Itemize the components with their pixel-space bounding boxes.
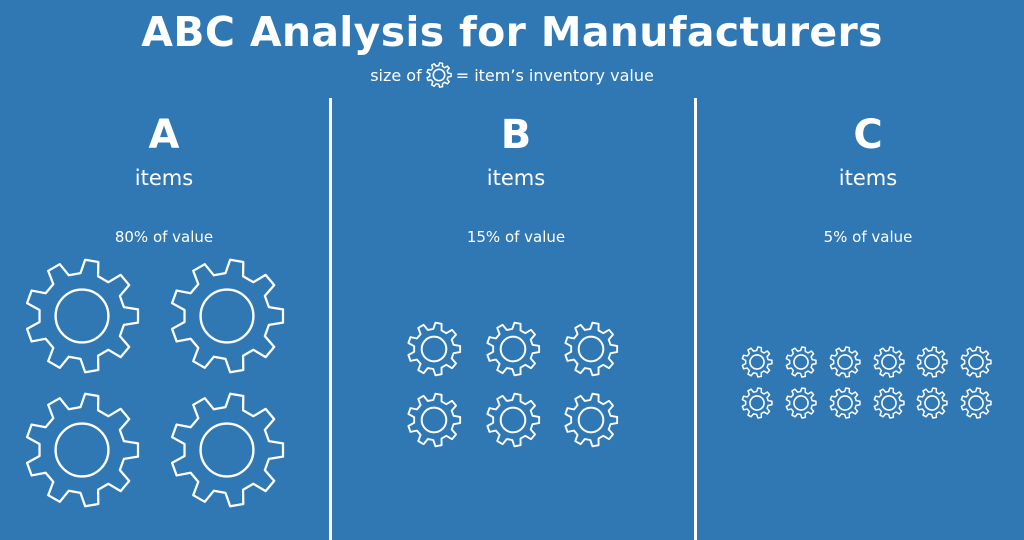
- gear-icon: [785, 387, 817, 419]
- column-b-letter: B: [500, 112, 532, 158]
- column-divider-left: [329, 98, 332, 540]
- gear-icon: [829, 387, 861, 419]
- column-a-value-label: 80% of value: [114, 228, 214, 246]
- gear-icon: [426, 62, 452, 88]
- gear-icon: [486, 321, 541, 377]
- subtitle: size of = item’s inventory value: [0, 62, 1024, 88]
- gear-icon: [170, 258, 285, 374]
- column-b-value-label: 15% of value: [466, 228, 566, 246]
- gear-icon: [25, 392, 140, 508]
- gear-icon: [960, 387, 992, 419]
- gear-icon: [407, 321, 462, 377]
- column-a-items-label: items: [134, 166, 194, 190]
- gear-icon: [873, 346, 905, 378]
- gear-icon: [564, 392, 619, 448]
- page-title: ABC Analysis for Manufacturers: [141, 8, 883, 56]
- column-c-value-label: 5% of value: [823, 228, 913, 246]
- gear-icon: [25, 258, 140, 374]
- gear-icon: [916, 346, 948, 378]
- gear-icon: [785, 346, 817, 378]
- gear-icon: [741, 387, 773, 419]
- column-divider-right: [694, 98, 697, 540]
- gear-icon: [407, 392, 462, 448]
- subtitle-suffix: = item’s inventory value: [455, 65, 654, 85]
- column-c-letter: C: [853, 112, 883, 158]
- gear-icon: [916, 387, 948, 419]
- gear-icon: [873, 387, 905, 419]
- column-b-items-label: items: [486, 166, 546, 190]
- column-a-letter: A: [148, 112, 180, 158]
- gear-icon: [564, 321, 619, 377]
- gear-icon: [960, 346, 992, 378]
- gear-icon: [741, 346, 773, 378]
- gear-icon: [170, 392, 285, 508]
- gear-icon: [486, 392, 541, 448]
- column-c-items-label: items: [838, 166, 898, 190]
- gear-icon: [829, 346, 861, 378]
- subtitle-prefix: size of: [370, 65, 422, 85]
